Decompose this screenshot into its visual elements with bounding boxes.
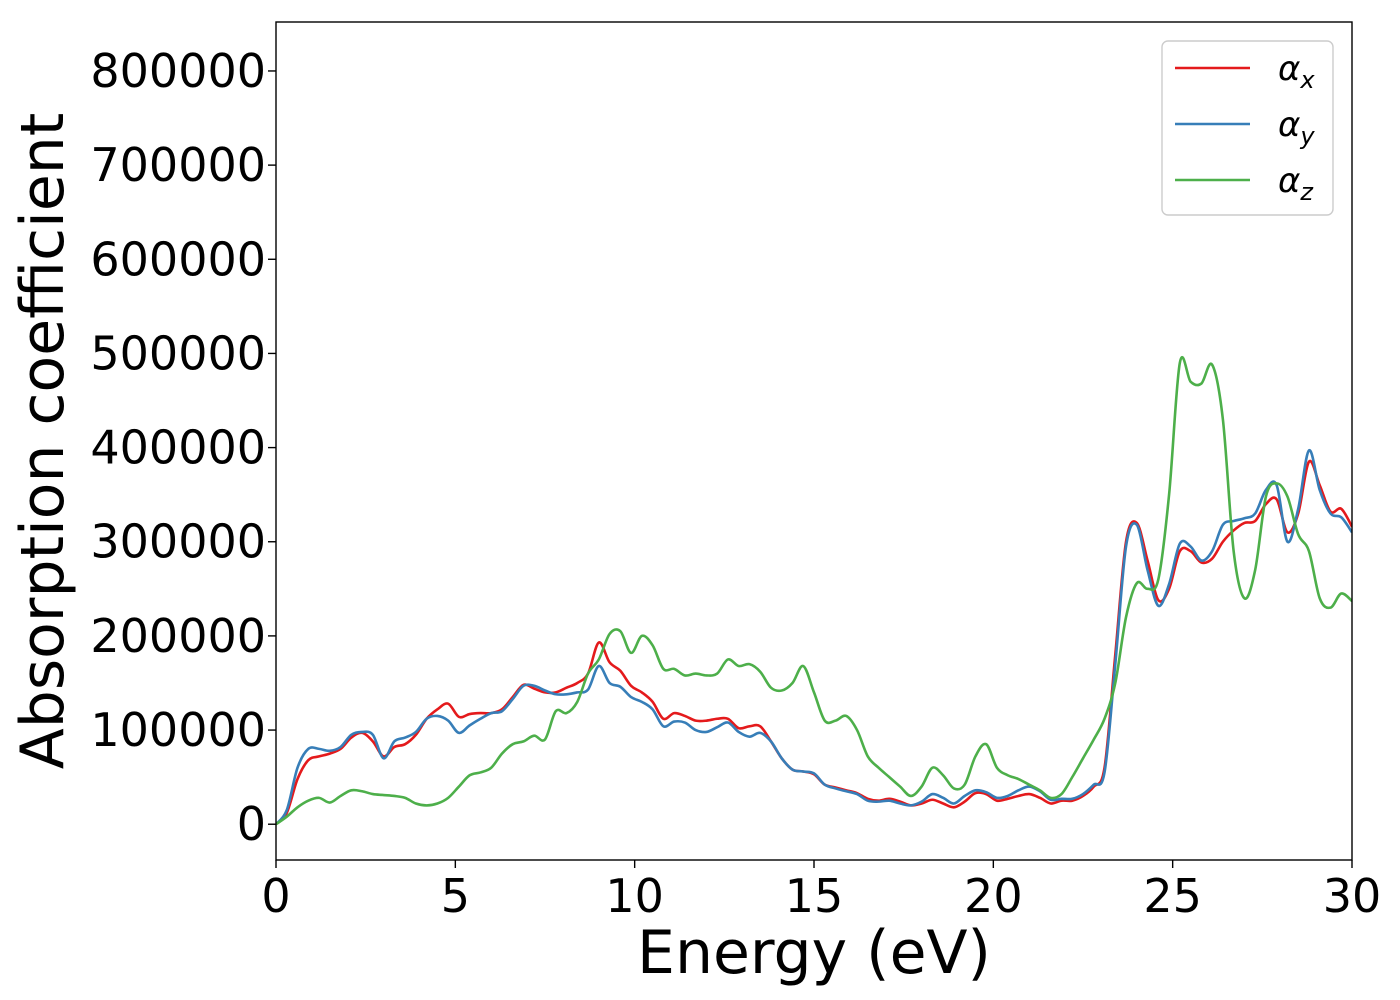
y-tick-label: 200000: [90, 609, 266, 663]
y-tick-label: 500000: [90, 326, 266, 380]
series-layer: [276, 356, 1352, 826]
y-tick-label: 100000: [90, 703, 266, 757]
series-line-y: [276, 449, 1352, 826]
x-tick-label: 15: [785, 869, 844, 923]
x-tick-label: 30: [1323, 869, 1382, 923]
series-line-z: [276, 356, 1352, 826]
y-tick-label: 300000: [90, 515, 266, 569]
y-axis-label: Absorption coefficient: [8, 113, 78, 770]
legend-box: [1161, 40, 1334, 216]
x-tick-label: 25: [1143, 869, 1202, 923]
x-tick-label: 0: [261, 869, 290, 923]
y-tick-label: 400000: [90, 421, 266, 475]
x-tick-label: 5: [441, 869, 470, 923]
x-tick-label: 10: [605, 869, 664, 923]
x-tick-label: 20: [964, 869, 1023, 923]
y-tick-label: 600000: [90, 232, 266, 286]
y-axis-ticks: 0 100000 200000 300000 400000 500000 600000 700…: [90, 44, 276, 851]
y-tick-label: 800000: [90, 44, 266, 98]
y-tick-label: 700000: [90, 138, 266, 192]
x-axis-label: Energy (eV): [637, 918, 991, 988]
x-axis-ticks: 0 5 10 15 20 25 30: [261, 860, 1381, 923]
y-tick-label: 0: [237, 797, 266, 851]
series-line-x: [276, 459, 1352, 826]
